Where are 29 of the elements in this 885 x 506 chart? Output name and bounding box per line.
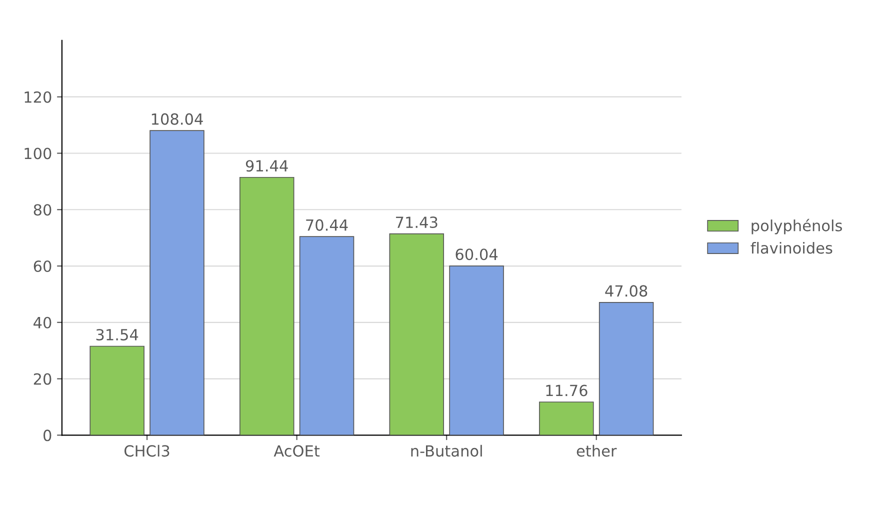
bar xyxy=(449,265,504,436)
bar xyxy=(598,302,654,436)
data-label: 71.43 xyxy=(396,216,438,228)
data-label: 11.76 xyxy=(546,384,588,396)
data-label: 108.04 xyxy=(152,113,203,125)
y-tick-label: 40 xyxy=(34,316,52,328)
legend-label: flavinoides xyxy=(750,242,832,254)
y-tick-label: 20 xyxy=(34,373,52,385)
data-label: 91.44 xyxy=(246,160,288,172)
data-label: 31.54 xyxy=(96,328,138,341)
bar xyxy=(239,176,294,436)
bar xyxy=(389,233,444,436)
y-tick-label: 120 xyxy=(24,91,52,103)
x-tick-label: AcOEt xyxy=(274,445,320,457)
y-tick-label: 100 xyxy=(24,148,52,160)
data-label: 60.04 xyxy=(456,248,498,260)
y-tick-label: 60 xyxy=(34,260,52,272)
bar xyxy=(299,236,354,436)
data-label: 47.08 xyxy=(605,285,648,297)
legend-label: polyphénols xyxy=(752,218,842,234)
x-tick-label: ether xyxy=(576,444,617,457)
y-tick-label: 0 xyxy=(44,430,52,442)
x-tick-label: CHCl3 xyxy=(124,444,170,457)
x-tick-label: n-Butanol xyxy=(411,444,482,457)
data-label: 70.44 xyxy=(306,219,348,231)
y-tick-label: 80 xyxy=(34,204,52,216)
bar xyxy=(90,346,144,436)
bar xyxy=(150,130,204,436)
bar xyxy=(539,402,594,436)
